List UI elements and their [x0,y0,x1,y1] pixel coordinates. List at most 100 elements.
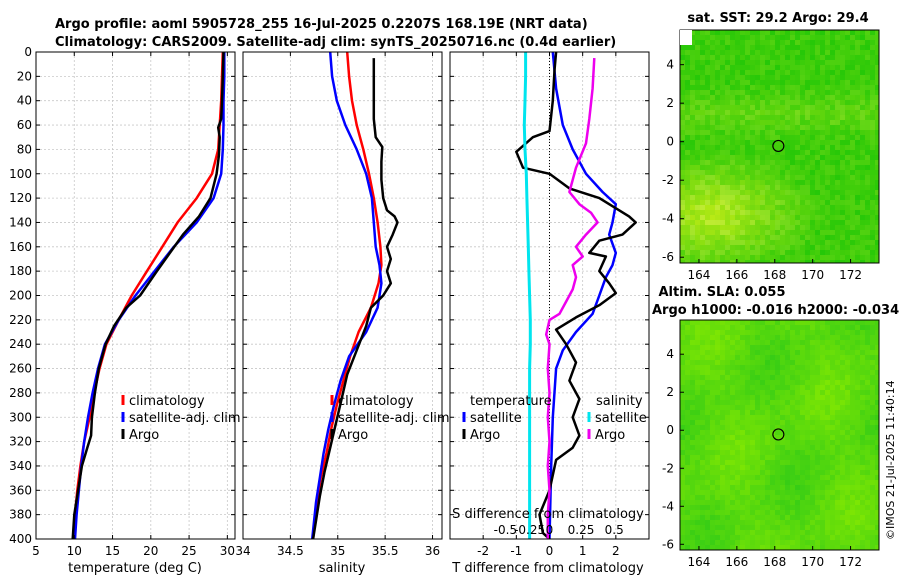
heatmap-cell [710,240,716,246]
heatmap-cell [685,120,691,126]
heatmap-cell [860,320,866,326]
heatmap-cell [705,395,711,401]
heatmap-cell [835,460,841,466]
heatmap-cell [745,255,751,261]
heatmap-cell [740,215,746,221]
heatmap-cell [685,470,691,476]
heatmap-cell [875,495,879,501]
heatmap-cell [830,540,836,546]
heatmap-cell [725,175,731,181]
heatmap-cell [860,430,866,436]
heatmap-cell [815,175,821,181]
heatmap-cell [810,185,816,191]
heatmap-cell [830,45,836,51]
heatmap-cell [805,395,811,401]
heatmap-cell [785,135,791,141]
heatmap-cell [785,155,791,161]
heatmap-cell [820,125,826,131]
heatmap-cell [810,475,816,481]
heatmap-cell [780,495,786,501]
heatmap-cell [810,110,816,116]
heatmap-cell [745,445,751,451]
heatmap-cell [825,515,831,521]
heatmap-cell [740,330,746,336]
heatmap-cell [780,150,786,156]
heatmap-cell [820,180,826,186]
heatmap-cell [835,445,841,451]
heatmap-cell [775,445,781,451]
heatmap-cell [770,335,776,341]
heatmap-cell [715,130,721,136]
heatmap-cell [760,185,766,191]
heatmap-cell [835,120,841,126]
heatmap-cell [770,30,776,36]
heatmap-cell [805,190,811,196]
heatmap-cell [805,525,811,531]
heatmap-cell [830,490,836,496]
heatmap-cell [775,510,781,516]
heatmap-cell [760,325,766,331]
heatmap-cell [765,135,771,141]
heatmap-cell [710,330,716,336]
heatmap-cell [825,90,831,96]
heatmap-cell [770,395,776,401]
heatmap-cell [715,450,721,456]
heatmap-cell [765,355,771,361]
heatmap-cell [760,80,766,86]
heatmap-cell [795,115,801,121]
heatmap-cell [710,155,716,161]
heatmap-cell [770,115,776,121]
heatmap-cell [865,510,871,516]
heatmap-cell [870,385,876,391]
heatmap-cell [680,385,686,391]
heatmap-cell [740,475,746,481]
heatmap-cell [705,200,711,206]
heatmap-cell [720,360,726,366]
heatmap-cell [845,500,851,506]
heatmap-cell [790,55,796,61]
heatmap-cell [845,40,851,46]
heatmap-cell [800,490,806,496]
heatmap-cell [840,65,846,71]
heatmap-cell [790,510,796,516]
heatmap-cell [685,80,691,86]
heatmap-cell [875,185,879,191]
heatmap-cell [810,215,816,221]
heatmap-cell [875,490,879,496]
heatmap-cell [770,490,776,496]
heatmap-cell [775,120,781,126]
y-tick-label: 220 [9,313,32,327]
heatmap-cell [690,260,696,263]
heatmap-cell [750,255,756,261]
heatmap-cell [720,510,726,516]
heatmap-cell [830,155,836,161]
heatmap-cell [695,445,701,451]
heatmap-cell [725,105,731,111]
heatmap-cell [725,50,731,56]
heatmap-cell [860,475,866,481]
heatmap-cell [835,455,841,461]
heatmap-cell [710,255,716,261]
heatmap-cell [730,415,736,421]
heatmap-cell [845,330,851,336]
heatmap-cell [760,440,766,446]
heatmap-cell [710,485,716,491]
heatmap-cell [700,35,706,41]
heatmap-cell [720,205,726,211]
heatmap-cell [765,130,771,136]
heatmap-cell [820,150,826,156]
heatmap-cell [750,145,756,151]
heatmap-cell [740,65,746,71]
heatmap-cell [710,380,716,386]
heatmap-cell [700,240,706,246]
heatmap-cell [785,255,791,261]
heatmap-cell [820,365,826,371]
heatmap-cell [800,260,806,263]
heatmap-cell [710,35,716,41]
heatmap-cell [700,90,706,96]
heatmap-cell [790,230,796,236]
heatmap-cell [795,80,801,86]
heatmap-cell [700,160,706,166]
heatmap-cell [855,65,861,71]
heatmap-cell [800,355,806,361]
